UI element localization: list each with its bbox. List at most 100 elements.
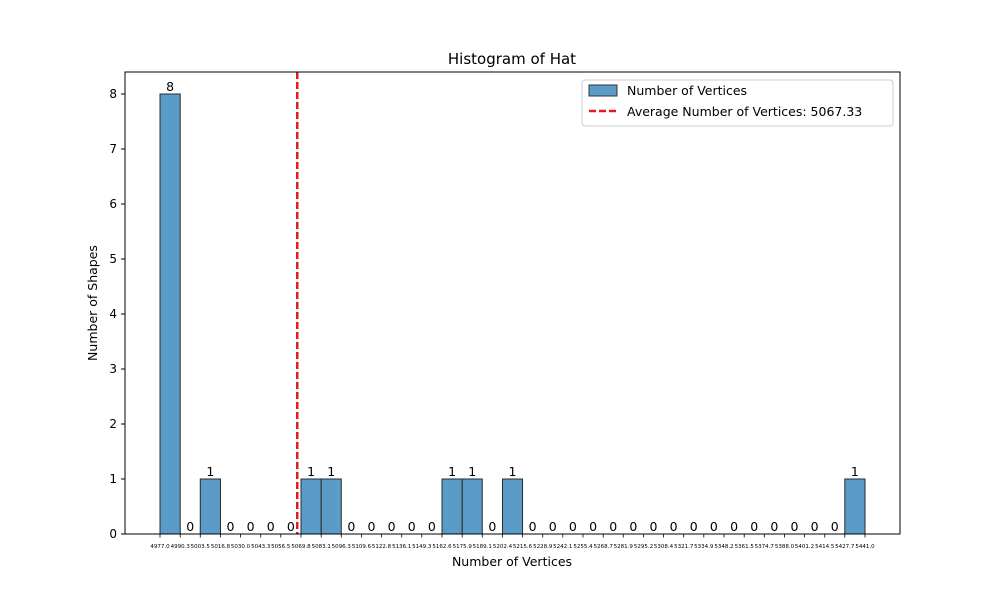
bar-value-label: 1 xyxy=(448,464,456,479)
bar-value-label: 0 xyxy=(730,519,738,534)
bar-value-label: 0 xyxy=(488,519,496,534)
bar-value-label: 0 xyxy=(186,519,194,534)
x-tick-label: 5268.7 xyxy=(594,544,614,550)
x-tick-label: 5003.5 xyxy=(191,544,211,550)
x-tick-label: 5122.8 xyxy=(372,544,392,550)
histogram-bar xyxy=(199,478,221,535)
bar-value-label: 0 xyxy=(347,519,355,534)
x-tick-label: 5281.9 xyxy=(614,544,634,550)
x-tick-label: 5414.5 xyxy=(815,544,835,550)
x-tick-label: 5348.2 xyxy=(714,544,733,550)
x-axis-label: Number of Vertices xyxy=(452,554,572,569)
x-tick-label: 5308.4 xyxy=(654,544,674,550)
y-axis-label: Number of Shapes xyxy=(85,245,100,361)
x-tick-label: 5321.7 xyxy=(674,544,694,550)
bar-value-label: 1 xyxy=(468,464,476,479)
histogram-bar xyxy=(844,478,866,535)
x-tick-label: 5295.2 xyxy=(634,544,653,550)
x-tick-label: 5083.1 xyxy=(312,544,331,550)
bar-value-label: 0 xyxy=(690,519,698,534)
bar-value-label: 0 xyxy=(770,519,778,534)
x-tick-label: 5334.9 xyxy=(694,544,714,550)
x-tick-label: 5096.3 xyxy=(332,544,352,550)
bar-value-label: 0 xyxy=(227,519,235,534)
y-tick-label: 8 xyxy=(109,87,117,101)
x-tick-label: 5189.1 xyxy=(473,544,492,550)
bar-value-label: 1 xyxy=(851,464,859,479)
x-tick-label: 5109.6 xyxy=(352,544,372,550)
x-tick-label: 5228.9 xyxy=(533,544,553,550)
x-tick-label: 5441.0 xyxy=(855,544,875,550)
x-tick-label: 5162.6 xyxy=(432,544,452,550)
bar-value-label: 0 xyxy=(831,519,839,534)
y-tick-label: 0 xyxy=(109,527,117,541)
y-tick-label: 3 xyxy=(109,362,117,376)
bar-value-label: 0 xyxy=(710,519,718,534)
bar-value-label: 0 xyxy=(811,519,819,534)
bar-value-label: 8 xyxy=(166,79,174,94)
y-tick-label: 6 xyxy=(109,197,117,211)
plot-frame xyxy=(124,71,901,535)
bar-value-label: 0 xyxy=(569,519,577,534)
x-tick-label: 5136.1 xyxy=(392,544,411,550)
y-tick-label: 2 xyxy=(109,417,117,431)
bar-value-label: 1 xyxy=(509,464,517,479)
x-tick-label: 5215.6 xyxy=(513,544,533,550)
x-tick-label: 5202.4 xyxy=(493,544,513,550)
histogram-bar xyxy=(501,478,524,535)
bar-value-label: 0 xyxy=(750,519,758,534)
bar-value-label: 0 xyxy=(609,519,617,534)
bar-value-label: 0 xyxy=(408,519,416,534)
histogram-bar xyxy=(320,478,342,535)
bar-value-label: 0 xyxy=(428,519,436,534)
bar-value-label: 0 xyxy=(247,519,255,534)
bar-value-label: 0 xyxy=(388,519,396,534)
y-tick-label: 4 xyxy=(109,307,117,321)
bar-value-label: 0 xyxy=(670,519,678,534)
x-tick-label: 5056.5 xyxy=(271,544,291,550)
x-tick-label: 4977.0 xyxy=(150,544,170,550)
x-tick-label: 5427.7 xyxy=(835,544,855,550)
x-tick-label: 5030.0 xyxy=(231,544,251,550)
x-tick-label: 5149.3 xyxy=(412,544,432,550)
histogram-bar xyxy=(159,93,181,535)
bar-value-label: 0 xyxy=(368,519,376,534)
chart-title: Histogram of Hat xyxy=(448,50,576,68)
bar-value-label: 0 xyxy=(549,519,557,534)
bar-value-label: 0 xyxy=(529,519,537,534)
legend-box xyxy=(581,79,894,127)
histogram-bar xyxy=(461,478,483,535)
legend-entry-average-line: Average Number of Vertices: 5067.33 xyxy=(627,104,862,119)
bar-value-label: 0 xyxy=(791,519,799,534)
x-tick-label: 5242.1 xyxy=(553,544,572,550)
bar-value-label: 0 xyxy=(267,519,275,534)
bar-value-label: 0 xyxy=(629,519,637,534)
x-tick-label: 4990.3 xyxy=(171,544,191,550)
x-tick-label: 5401.2 xyxy=(795,544,814,550)
y-tick-label: 5 xyxy=(109,252,117,266)
histogram-bar xyxy=(441,478,463,535)
x-tick-label: 5255.4 xyxy=(573,544,593,550)
legend-swatch-bars xyxy=(588,84,618,97)
x-tick-label: 5043.3 xyxy=(251,544,271,550)
bar-value-label: 0 xyxy=(287,519,295,534)
bar-value-label: 1 xyxy=(307,464,315,479)
x-tick-label: 5069.8 xyxy=(291,544,311,550)
bar-value-label: 1 xyxy=(206,464,214,479)
x-tick-label: 5361.5 xyxy=(735,544,755,550)
x-tick-label: 5374.7 xyxy=(755,544,775,550)
legend: Number of Vertices Average Number of Ver… xyxy=(581,79,894,127)
x-tick-label: 5016.8 xyxy=(211,544,231,550)
legend-entry-bars: Number of Vertices xyxy=(627,83,747,98)
bar-value-label: 0 xyxy=(589,519,597,534)
histogram-bar xyxy=(300,478,322,535)
bar-value-label: 1 xyxy=(327,464,335,479)
bar-value-label: 0 xyxy=(650,519,658,534)
y-tick-label: 1 xyxy=(109,472,117,486)
x-tick-label: 5388.0 xyxy=(775,544,795,550)
y-tick-label: 7 xyxy=(109,142,117,156)
x-tick-label: 5175.9 xyxy=(453,544,473,550)
